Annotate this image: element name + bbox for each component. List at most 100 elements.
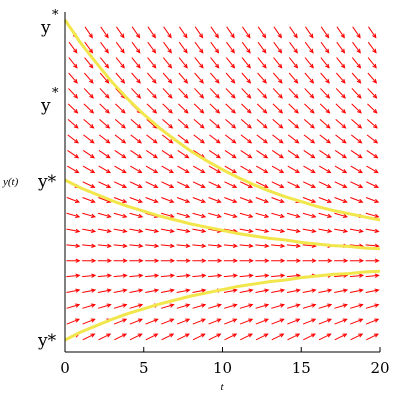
svg-text:*: * xyxy=(52,8,59,23)
direction-arrow xyxy=(351,103,362,114)
direction-arrow xyxy=(67,118,79,129)
direction-arrow xyxy=(302,258,317,263)
solution-curve-1 xyxy=(63,19,381,222)
direction-arrow xyxy=(176,273,191,278)
direction-arrow xyxy=(146,103,158,114)
direction-arrow xyxy=(113,288,128,293)
direction-arrow xyxy=(351,57,362,69)
direction-arrow xyxy=(255,165,269,174)
direction-arrow xyxy=(209,72,220,84)
direction-arrow xyxy=(162,118,174,129)
direction-arrow xyxy=(160,258,176,263)
direction-arrow xyxy=(99,103,110,114)
direction-arrow xyxy=(82,181,96,188)
direction-arrow xyxy=(223,258,239,263)
direction-arrow xyxy=(145,228,160,234)
direction-arrow xyxy=(365,258,380,263)
direction-arrow xyxy=(145,273,160,278)
direction-arrow xyxy=(334,333,348,341)
direction-arrow xyxy=(303,118,315,129)
x-axis-label: t xyxy=(220,381,224,393)
direction-arrow xyxy=(67,150,80,159)
direction-arrow xyxy=(145,165,159,174)
direction-arrow xyxy=(257,88,268,99)
direction-arrow xyxy=(225,72,236,84)
direction-arrow xyxy=(351,118,363,129)
direction-arrow xyxy=(192,181,206,188)
direction-arrow xyxy=(225,57,236,69)
solution-curve-2 xyxy=(64,178,381,251)
direction-arrow xyxy=(68,41,78,54)
direction-arrow xyxy=(365,228,380,234)
direction-arrow xyxy=(68,57,78,69)
direction-arrow xyxy=(273,26,282,39)
direction-arrow xyxy=(177,181,191,188)
direction-arrow xyxy=(367,57,377,69)
direction-arrow xyxy=(320,57,330,69)
direction-arrow xyxy=(302,197,317,203)
direction-arrow xyxy=(255,181,269,188)
direction-arrow xyxy=(271,303,285,309)
direction-arrow xyxy=(116,26,125,39)
direction-arrow xyxy=(239,318,254,325)
direction-arrow xyxy=(336,57,346,69)
direction-arrow xyxy=(351,72,362,84)
direction-arrow xyxy=(66,228,81,234)
direction-arrow xyxy=(223,303,238,309)
direction-arrow xyxy=(257,72,267,84)
svg-text:y: y xyxy=(40,18,51,38)
direction-arrow xyxy=(318,197,333,203)
direction-arrow xyxy=(208,333,222,341)
direction-arrow xyxy=(287,333,301,341)
direction-arrow xyxy=(66,318,80,325)
direction-arrow xyxy=(83,72,94,84)
direction-arrow xyxy=(115,41,125,54)
direction-arrow xyxy=(66,258,81,263)
direction-arrow xyxy=(146,88,157,99)
direction-arrow xyxy=(193,103,205,114)
direction-arrow xyxy=(82,197,96,203)
direction-arrow xyxy=(318,228,333,234)
direction-arrow xyxy=(129,197,144,203)
direction-arrow xyxy=(287,165,301,174)
direction-arrow xyxy=(224,150,237,159)
direction-arrow xyxy=(82,228,97,234)
x-tick-label: 0 xyxy=(60,359,70,377)
direction-arrow xyxy=(367,103,378,114)
direction-arrow xyxy=(129,181,143,188)
direction-arrow xyxy=(303,181,317,188)
direction-arrow xyxy=(192,318,206,325)
direction-arrow xyxy=(271,197,285,203)
direction-arrow xyxy=(272,103,284,114)
direction-arrow xyxy=(115,103,126,114)
direction-arrow xyxy=(82,273,97,278)
direction-arrow xyxy=(145,197,159,203)
direction-arrow xyxy=(255,243,270,248)
direction-arrow xyxy=(271,228,286,234)
direction-arrow xyxy=(129,318,143,325)
direction-arrow xyxy=(210,41,220,54)
direction-arrow xyxy=(334,165,348,174)
direction-arrow xyxy=(208,243,223,248)
direction-arrow xyxy=(192,273,207,278)
direction-arrow xyxy=(304,103,315,114)
direction-arrow xyxy=(334,258,349,263)
direction-arrow xyxy=(255,212,270,219)
direction-field-arrows xyxy=(66,26,380,341)
direction-arrow xyxy=(349,288,364,293)
direction-arrow xyxy=(365,212,380,219)
direction-arrow xyxy=(367,41,377,54)
direction-arrow xyxy=(241,57,251,69)
direction-arrow xyxy=(161,134,174,144)
direction-arrow xyxy=(334,318,348,325)
direction-arrow xyxy=(82,333,96,341)
direction-arrow xyxy=(287,181,301,188)
direction-arrow xyxy=(288,57,299,69)
direction-arrow xyxy=(223,212,238,219)
direction-arrow xyxy=(129,333,143,341)
direction-arrow xyxy=(271,258,286,263)
direction-arrow xyxy=(192,228,207,234)
direction-arrow xyxy=(130,134,142,144)
direction-arrow xyxy=(366,165,379,174)
direction-arrow xyxy=(366,118,378,129)
